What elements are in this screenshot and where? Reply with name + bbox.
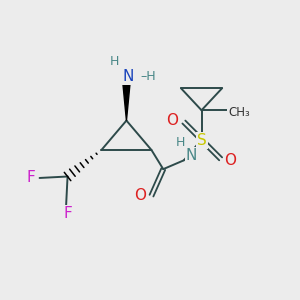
Polygon shape <box>123 81 130 121</box>
Text: F: F <box>63 206 72 221</box>
Text: O: O <box>224 153 236 168</box>
Text: –H: –H <box>141 70 156 83</box>
Text: N: N <box>185 148 197 164</box>
Text: O: O <box>166 113 178 128</box>
Text: N: N <box>122 69 134 84</box>
Text: H: H <box>176 136 186 148</box>
Text: H: H <box>110 55 119 68</box>
Text: CH₃: CH₃ <box>228 106 250 119</box>
Text: O: O <box>134 188 146 203</box>
Text: S: S <box>197 133 207 148</box>
Text: F: F <box>27 169 36 184</box>
